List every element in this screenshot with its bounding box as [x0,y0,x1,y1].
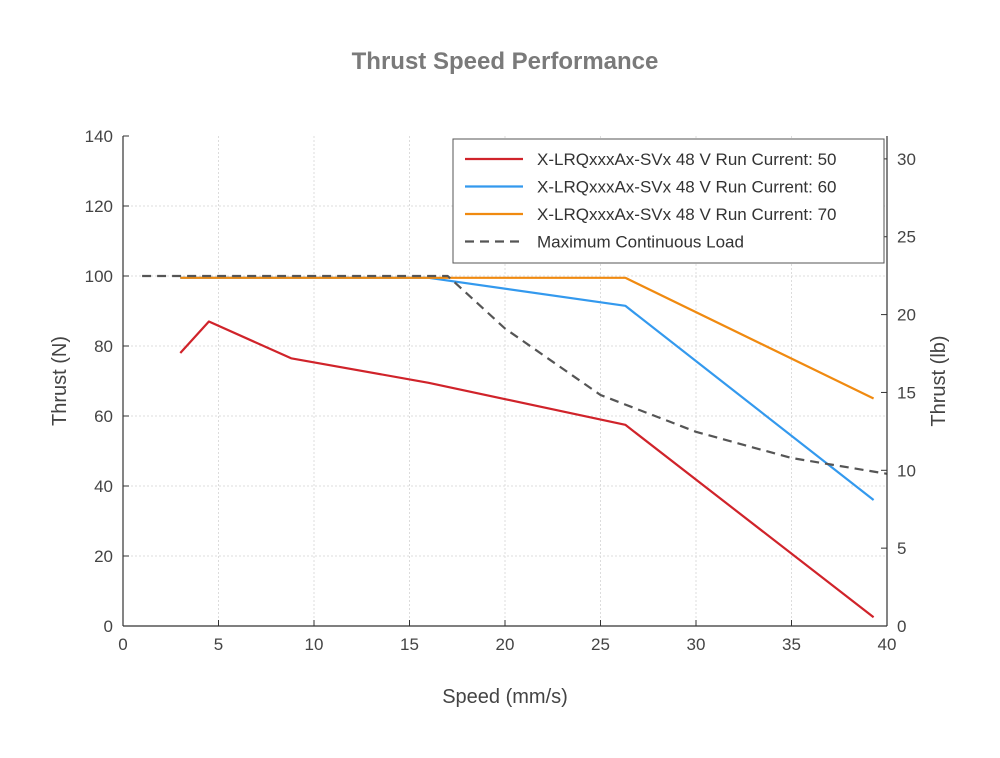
x-tick-label: 20 [496,635,515,654]
x-tick-label: 15 [400,635,419,654]
series-line-1 [179,320,875,619]
y-tick-label: 80 [94,337,113,356]
legend-label-4: Maximum Continuous Load [537,233,744,252]
legend-label-2: X-LRQxxxAx-SVx 48 V Run Current: 60 [537,178,837,197]
x-tick-label: 0 [118,635,127,654]
y-right-tick-label: 30 [897,150,916,169]
x-axis-label: Speed (mm/s) [442,686,568,708]
chart-title: Thrust Speed Performance [352,48,659,75]
y-tick-label: 120 [85,197,113,216]
x-tick-label: 10 [305,635,324,654]
y-tick-label: 140 [85,127,113,146]
x-tick-label: 35 [782,635,801,654]
y-tick-label: 60 [94,407,113,426]
y-right-tick-label: 10 [897,461,916,480]
y-axis-label: Thrust (N) [49,336,71,426]
x-tick-label: 30 [687,635,706,654]
series-layer [142,274,888,619]
x-tick-label: 5 [214,635,223,654]
y-right-tick-label: 15 [897,383,916,402]
legend: X-LRQxxxAx-SVx 48 V Run Current: 50 X-LRQ… [452,138,885,264]
legend-label-1: X-LRQxxxAx-SVx 48 V Run Current: 50 [537,150,837,169]
y-tick-label: 100 [85,267,113,286]
y-tick-label: 20 [94,547,113,566]
x-tick-label: 25 [591,635,610,654]
y-tick-label: 0 [104,617,113,636]
series-line-2 [180,276,875,501]
y-right-tick-label: 20 [897,306,916,325]
y-right-tick-label: 5 [897,539,906,558]
y-right-tick-label: 25 [897,228,916,247]
legend-label-3: X-LRQxxxAx-SVx 48 V Run Current: 70 [537,205,837,224]
series-line-4 [142,274,888,475]
x-tick-label: 40 [878,635,897,654]
axis-ticks: 0 5 10 15 20 25 30 35 40020406080100120140051015… [85,127,916,654]
y-right-tick-label: 0 [897,617,906,636]
legend-box [452,138,885,264]
series-line-3 [180,276,875,400]
y-axis-right-label: Thrust (lb) [928,335,950,426]
y-tick-label: 40 [94,477,113,496]
